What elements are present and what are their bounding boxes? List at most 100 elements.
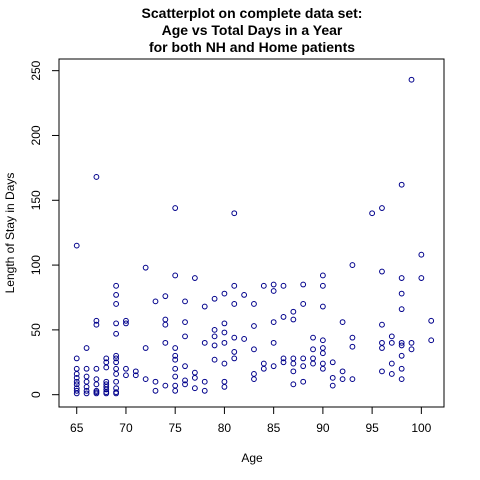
data-point [379,339,385,346]
data-point [172,205,179,211]
data-point [113,365,120,372]
data-point [310,334,316,341]
data-point [201,303,208,310]
data-point [251,323,257,329]
data-point [270,288,277,294]
data-point [221,339,228,346]
y-tick-label: 100 [29,255,43,275]
data-point [73,381,80,388]
data-point [398,275,405,281]
data-point [191,385,198,392]
data-point [152,378,159,385]
data-point [221,360,228,367]
data-point [113,371,120,377]
x-tick-label: 95 [365,421,379,435]
data-point [251,376,257,383]
data-point [280,359,287,366]
data-point [319,282,326,289]
data-point [103,364,110,371]
data-point [83,345,90,351]
data-point [290,381,297,388]
data-point [339,368,346,375]
data-point [152,387,159,394]
data-point [310,360,316,367]
x-axis: 65 70 75 80 85 90 95 100 [70,407,432,435]
title-line-1: Scatterplot on complete data set: [142,5,363,21]
data-point [428,317,435,324]
data-point [398,306,405,313]
data-point [388,360,395,367]
data-point [73,365,80,372]
data-point [73,242,80,249]
data-point [83,390,90,397]
data-point [290,355,297,362]
data-point [260,360,267,367]
data-point [319,303,326,310]
data-point [290,308,297,315]
data-point [388,371,395,377]
data-point [319,345,326,351]
chart-title: Scatterplot on complete data set: Age vs… [142,5,363,55]
title-line-3: for both NH and Home patients [149,39,355,55]
data-point [103,359,110,366]
data-point [251,346,257,353]
data-point [270,281,277,288]
data-point [73,387,80,394]
data-point [182,319,188,326]
data-point [73,374,80,381]
data-point [231,349,238,355]
data-point [132,372,139,379]
data-point [379,268,385,275]
data-point [172,272,179,279]
data-point [172,352,179,359]
data-point [231,355,238,362]
data-point [113,282,120,289]
data-point [251,371,257,377]
plot-frame [58,58,445,408]
data-point [310,346,316,353]
data-point [162,321,169,328]
data-point [113,359,120,366]
data-point [172,356,179,363]
data-point [172,373,179,380]
data-point [113,301,120,307]
x-tick-label: 80 [218,421,232,435]
data-point [398,365,405,372]
y-tick-label: 250 [29,60,43,80]
data-point [319,360,326,367]
data-point [398,352,405,359]
data-point [142,376,149,383]
x-tick-label: 75 [169,421,183,435]
data-point [260,365,267,372]
data-point [113,320,120,327]
data-point [329,359,336,366]
data-point [83,373,90,380]
data-point [418,251,425,258]
data-point [162,382,169,389]
data-point [329,382,336,389]
x-tick-label: 85 [267,421,281,435]
data-point [398,181,405,188]
data-point [369,210,376,217]
data-point [241,336,248,342]
data-point [93,365,100,372]
data-point [300,355,307,362]
data-point [182,298,188,305]
x-tick-label: 100 [411,421,431,435]
data-point [93,321,100,328]
data-point [113,389,120,395]
data-point [191,374,198,381]
data-point [300,301,307,307]
x-axis-label: Age [241,451,263,465]
data-point [349,376,356,383]
data-point [93,174,100,180]
y-axis: 0 50 100 150 200 250 [29,60,59,398]
data-point [162,293,169,300]
data-point [379,345,385,351]
data-point [231,282,238,289]
data-point [221,378,228,385]
data-point [231,334,238,341]
data-point [290,360,297,367]
x-tick-label: 70 [119,421,133,435]
